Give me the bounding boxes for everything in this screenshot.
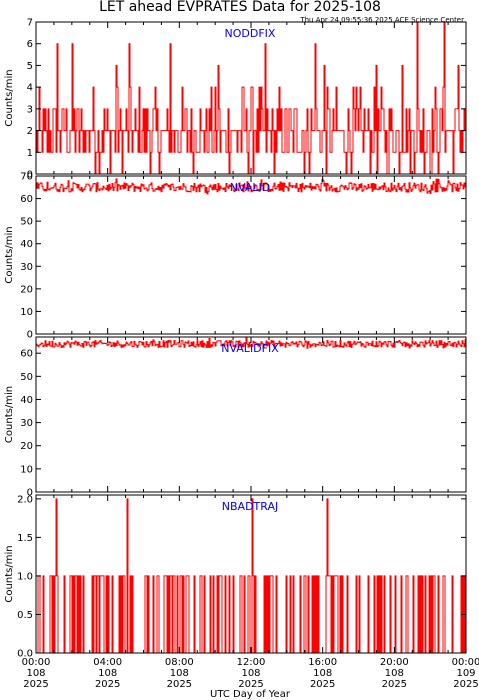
x-tick-year: 2025 bbox=[238, 679, 263, 690]
y-tick-label: 50 bbox=[20, 217, 33, 228]
x-tick-year: 2025 bbox=[167, 679, 192, 690]
panel-title: NVALIDFIX bbox=[221, 342, 279, 355]
x-tick-time: 00:00 bbox=[452, 657, 479, 668]
y-tick-label: 7 bbox=[27, 18, 33, 29]
x-tick-year: 2025 bbox=[453, 679, 478, 690]
x-tick-year: 2025 bbox=[95, 679, 120, 690]
panel-nvalid: 0 10 20 30 40 50 60 70 Counts/min NVALID bbox=[4, 172, 467, 341]
y-tick-label: 30 bbox=[20, 418, 33, 429]
y-axis-label: Counts/min bbox=[4, 386, 15, 443]
y-tick-label: 20 bbox=[20, 284, 33, 295]
y-axis-label: Counts/min bbox=[4, 545, 15, 602]
x-tick-time: 00:00 bbox=[22, 657, 51, 668]
generation-timestamp: Thu Apr 24 09:55:36 2025 ACE Science Cen… bbox=[299, 16, 464, 24]
y-tick-label: 5 bbox=[27, 61, 33, 72]
y-tick-label: 0.5 bbox=[17, 610, 33, 621]
y-tick-label: 40 bbox=[20, 395, 33, 406]
y-tick-label: 1.5 bbox=[17, 533, 33, 544]
y-tick-label: 0 bbox=[27, 488, 33, 499]
panel-title: NODDFIX bbox=[225, 27, 276, 40]
series-line-nbadtraj bbox=[36, 498, 466, 654]
y-tick-label: 0 bbox=[27, 330, 33, 341]
y-tick-label: 2 bbox=[27, 126, 33, 137]
y-tick-label: 2.0 bbox=[17, 494, 33, 505]
x-tick-day: 108 bbox=[98, 668, 117, 679]
y-tick-label: 6 bbox=[27, 39, 33, 50]
x-tick-day: 108 bbox=[385, 668, 404, 679]
y-tick-label: 40 bbox=[20, 239, 33, 250]
y-tick-label: 0 bbox=[27, 170, 33, 181]
panel-nbadtraj: 0.0 0.5 1.0 1.5 2.0 Counts/min NBADTRAJ bbox=[4, 494, 467, 660]
x-axis-label: UTC Day of Year bbox=[210, 689, 291, 700]
y-tick-label: 10 bbox=[20, 307, 33, 318]
panel-title: NBADTRAJ bbox=[222, 500, 278, 513]
y-tick-label: 1 bbox=[27, 148, 33, 159]
y-tick-label: 0.0 bbox=[17, 649, 33, 660]
x-tick-labels: 00:00108202504:00108202508:00108202512:0… bbox=[22, 657, 479, 690]
x-tick-time: 12:00 bbox=[237, 657, 266, 668]
plot-frame bbox=[35, 336, 467, 493]
x-tick-time: 08:00 bbox=[165, 657, 194, 668]
panel-title: NVALID bbox=[230, 181, 270, 194]
panel-noddfix: 0 1 2 3 4 5 6 7 Counts/min NODDFIX bbox=[4, 18, 467, 181]
x-tick-day: 108 bbox=[170, 668, 189, 679]
y-tick-label: 4 bbox=[27, 83, 33, 94]
panel-nvalidfix: 0 10 20 30 40 50 60 Counts/min NVALIDFIX bbox=[4, 336, 467, 499]
x-tick-day: 108 bbox=[313, 668, 332, 679]
x-tick-day: 108 bbox=[241, 668, 260, 679]
figure-title: LET ahead EVPRATES Data for 2025-108 bbox=[99, 0, 381, 15]
y-tick-label: 3 bbox=[27, 104, 33, 115]
x-tick-time: 16:00 bbox=[308, 657, 337, 668]
y-axis-label: Counts/min bbox=[4, 69, 15, 126]
y-tick-label: 50 bbox=[20, 372, 33, 383]
x-tick-day: 109 bbox=[456, 668, 475, 679]
x-tick-year: 2025 bbox=[23, 679, 48, 690]
y-axis-label: Counts/min bbox=[4, 226, 15, 283]
y-tick-label: 60 bbox=[20, 194, 33, 205]
y-tick-label: 70 bbox=[20, 172, 33, 183]
y-tick-label: 1.0 bbox=[17, 571, 33, 582]
series-line-nvalidfix bbox=[36, 336, 466, 349]
x-tick-time: 20:00 bbox=[380, 657, 409, 668]
x-tick-day: 108 bbox=[26, 668, 45, 679]
y-tick-label: 20 bbox=[20, 441, 33, 452]
y-tick-label: 10 bbox=[20, 464, 33, 475]
x-tick-year: 2025 bbox=[310, 679, 335, 690]
x-tick-time: 04:00 bbox=[93, 657, 122, 668]
series-line-nvalid bbox=[36, 178, 466, 195]
plot-frame bbox=[35, 175, 467, 335]
y-tick-label: 60 bbox=[20, 349, 33, 360]
x-tick-year: 2025 bbox=[382, 679, 407, 690]
y-tick-label: 30 bbox=[20, 262, 33, 273]
panels: 0 1 2 3 4 5 6 7 Counts/min NODDFIX 0 10 20 30 40 50 60 70… bbox=[4, 18, 479, 691]
series-line-noddfix bbox=[36, 21, 466, 175]
